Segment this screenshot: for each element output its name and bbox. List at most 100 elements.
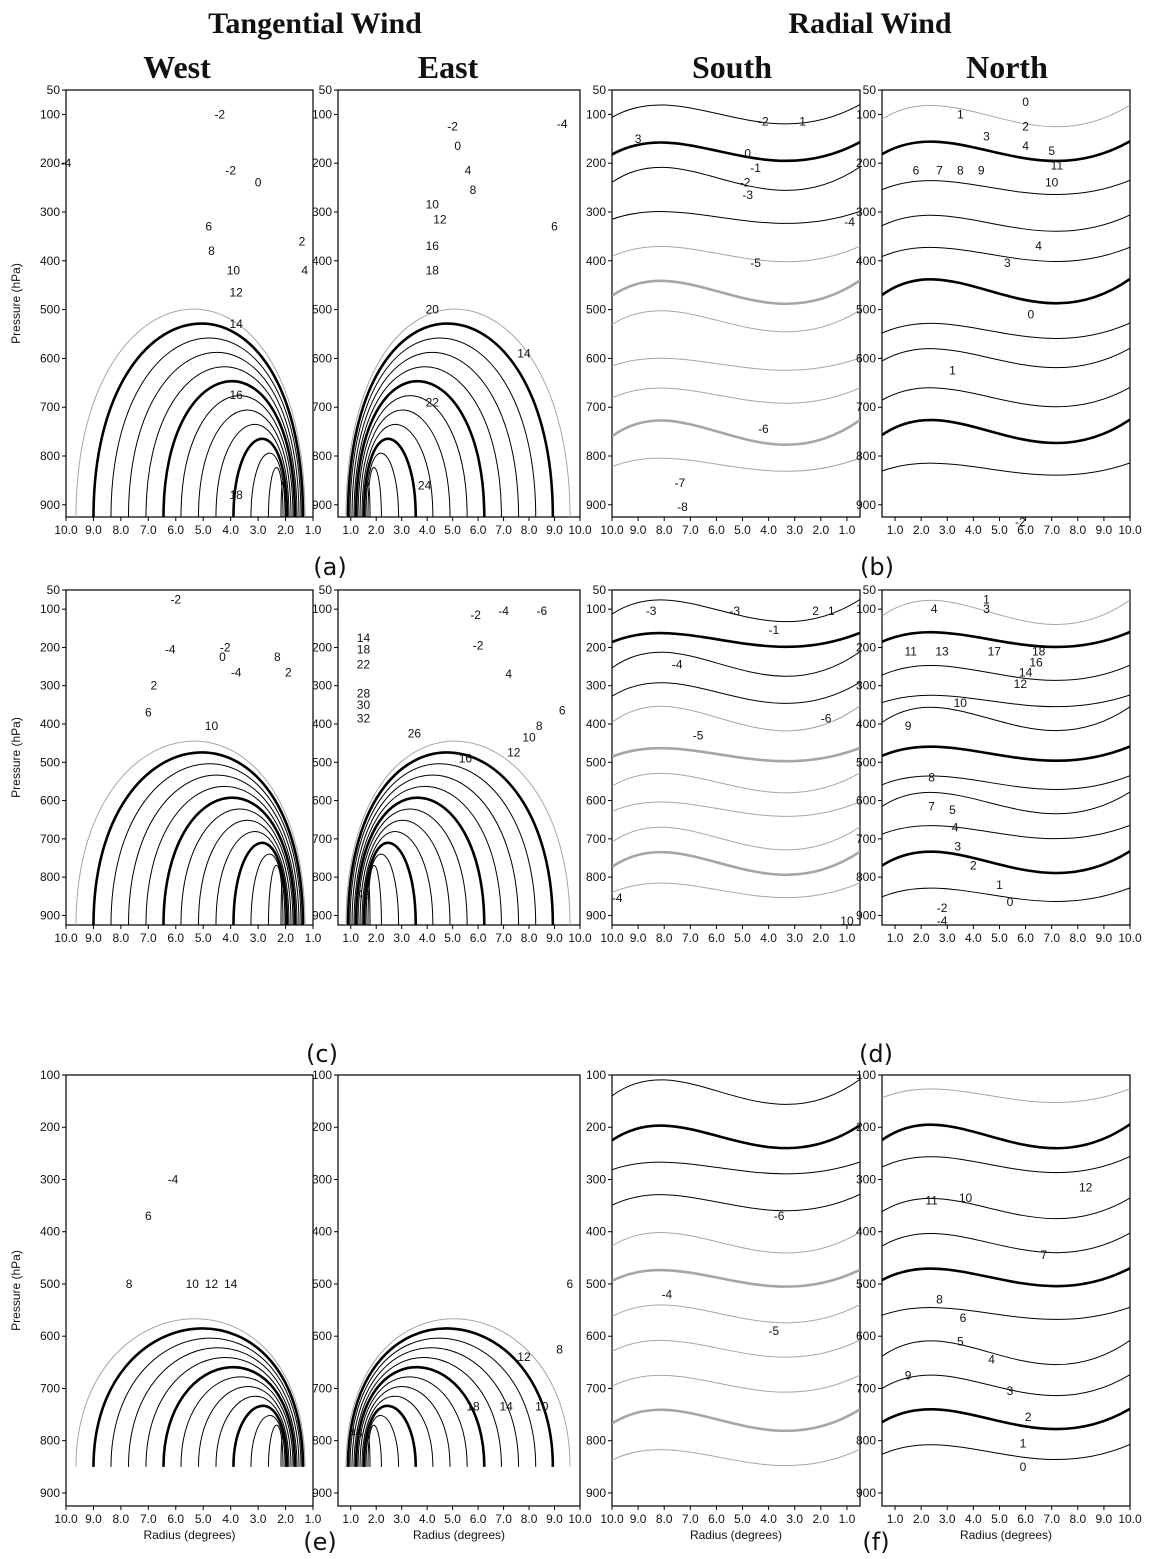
x-tick-label: 4.0 [419,523,436,537]
contour-label: 0 [219,650,226,664]
contour-label: -6 [758,422,769,436]
x-tick-label: 8.0 [113,931,130,945]
contour-line [354,796,486,925]
contour-line [882,694,1130,708]
contour-line [612,104,860,125]
x-tick-label: 5.0 [734,1512,751,1526]
contour-label: 8 [126,1277,133,1291]
contour-label: -4 [231,665,242,679]
y-tick-label: 100 [312,107,332,121]
x-tick-label: 5.0 [734,931,751,945]
x-tick-label: 5.0 [444,523,461,537]
contour-line [145,1357,298,1467]
y-tick-label: 500 [40,303,60,317]
contour-label: 8 [274,650,281,664]
y-tick-label: 900 [856,1486,876,1500]
contour-label: -2 [937,901,948,915]
x-tick-label: 10.0 [1118,1512,1142,1526]
y-tick-label: 600 [856,1329,876,1343]
y-tick-label: 100 [856,602,876,616]
contour-label: 4 [931,602,938,616]
contour-line [612,826,860,851]
y-tick-label: 400 [856,254,876,268]
y-tick-label: 100 [312,1068,332,1082]
y-tick-label: 100 [40,107,60,121]
contour-label: 5 [949,803,956,817]
x-tick-label: 6.0 [470,931,487,945]
y-tick-label: 400 [856,717,876,731]
contour-line [346,322,555,517]
contour-line [359,1386,451,1467]
contour-label: -2 [447,120,458,134]
plot-frame [337,1074,581,1507]
contour-line [882,140,1130,163]
x-tick-label: 8.0 [1069,523,1086,537]
contour-line [267,466,284,517]
x-tick-label: 6.0 [470,1512,487,1526]
y-tick-label: 900 [40,1486,60,1500]
y-tick-label: 800 [40,870,60,884]
contour-line [197,819,292,925]
contour-line [92,751,305,925]
contour-line [365,1415,400,1467]
contour-label: 8 [208,244,215,258]
x-tick-label: 1.0 [305,931,322,945]
contour-line [612,418,860,447]
contour-line [349,763,537,925]
contour-line [361,424,434,517]
contour-label: 14 [517,347,531,361]
x-tick-label: 3.0 [250,523,267,537]
contour-line [367,466,382,517]
y-tick-label: 700 [312,1381,332,1395]
contour-line [612,387,860,404]
contour-line [882,179,1130,195]
contour-label: 1 [957,107,964,121]
contour-line [612,1124,860,1150]
panel-label-a: (a) [313,553,346,581]
x-tick-label: 3.0 [786,931,803,945]
y-tick-label: 500 [312,755,332,769]
contour-label: 6 [960,1311,967,1325]
x-tick-label: 2.0 [812,931,829,945]
contour-label: 10 [954,696,968,710]
x-tick-label: 1.0 [305,523,322,537]
x-tick-label: 8.0 [521,1512,538,1526]
panel-t213-west: -2-4 -20 8-4 226105010020030040050060070080… [9,583,322,945]
x-tick-label: 9.0 [630,931,647,945]
x-tick-label: 4.0 [965,931,982,945]
x-tick-label: 8.0 [656,1512,673,1526]
y-tick-label: 400 [40,717,60,731]
contour-label: -4 [672,658,683,672]
y-tick-label: 300 [856,1172,876,1186]
x-tick-label: 5.0 [734,523,751,537]
x-tick-label: 7.0 [1043,1512,1060,1526]
contour-line [612,1408,860,1433]
contour-line [882,1443,1130,1460]
contour-line [345,308,571,517]
y-tick-label: 700 [856,400,876,414]
y-tick-label: 100 [586,602,606,616]
contour-label: 1 [996,878,1003,892]
contour-label: 13 [935,644,949,658]
y-tick-label: 800 [40,449,60,463]
contour-line [92,1327,305,1467]
y-tick-label: 900 [312,498,332,512]
contour-label: 1 [983,593,990,607]
contour-label: -7 [675,476,686,490]
contour-line [75,308,306,517]
contour-label: 16 [459,751,473,765]
contour-label: 28 [357,686,371,700]
panel-t213-south: -3 -3 2 1 -1 -4 -6 -5 -4 10 50 100 200 300 400 500 600 70… [586,583,861,945]
contour-line [882,104,1130,128]
plot-frame [881,1074,1131,1507]
y-tick-label: 400 [40,254,60,268]
x-tick-label: 1.0 [839,931,856,945]
contour-label: 8 [556,1342,563,1356]
contour-line [162,796,297,925]
x-tick-label: 10.0 [568,523,592,537]
contour-line [351,1347,520,1467]
y-tick-label: 500 [856,755,876,769]
contour-line [110,763,302,925]
contour-line [882,1123,1130,1150]
contour-line [612,1268,860,1288]
